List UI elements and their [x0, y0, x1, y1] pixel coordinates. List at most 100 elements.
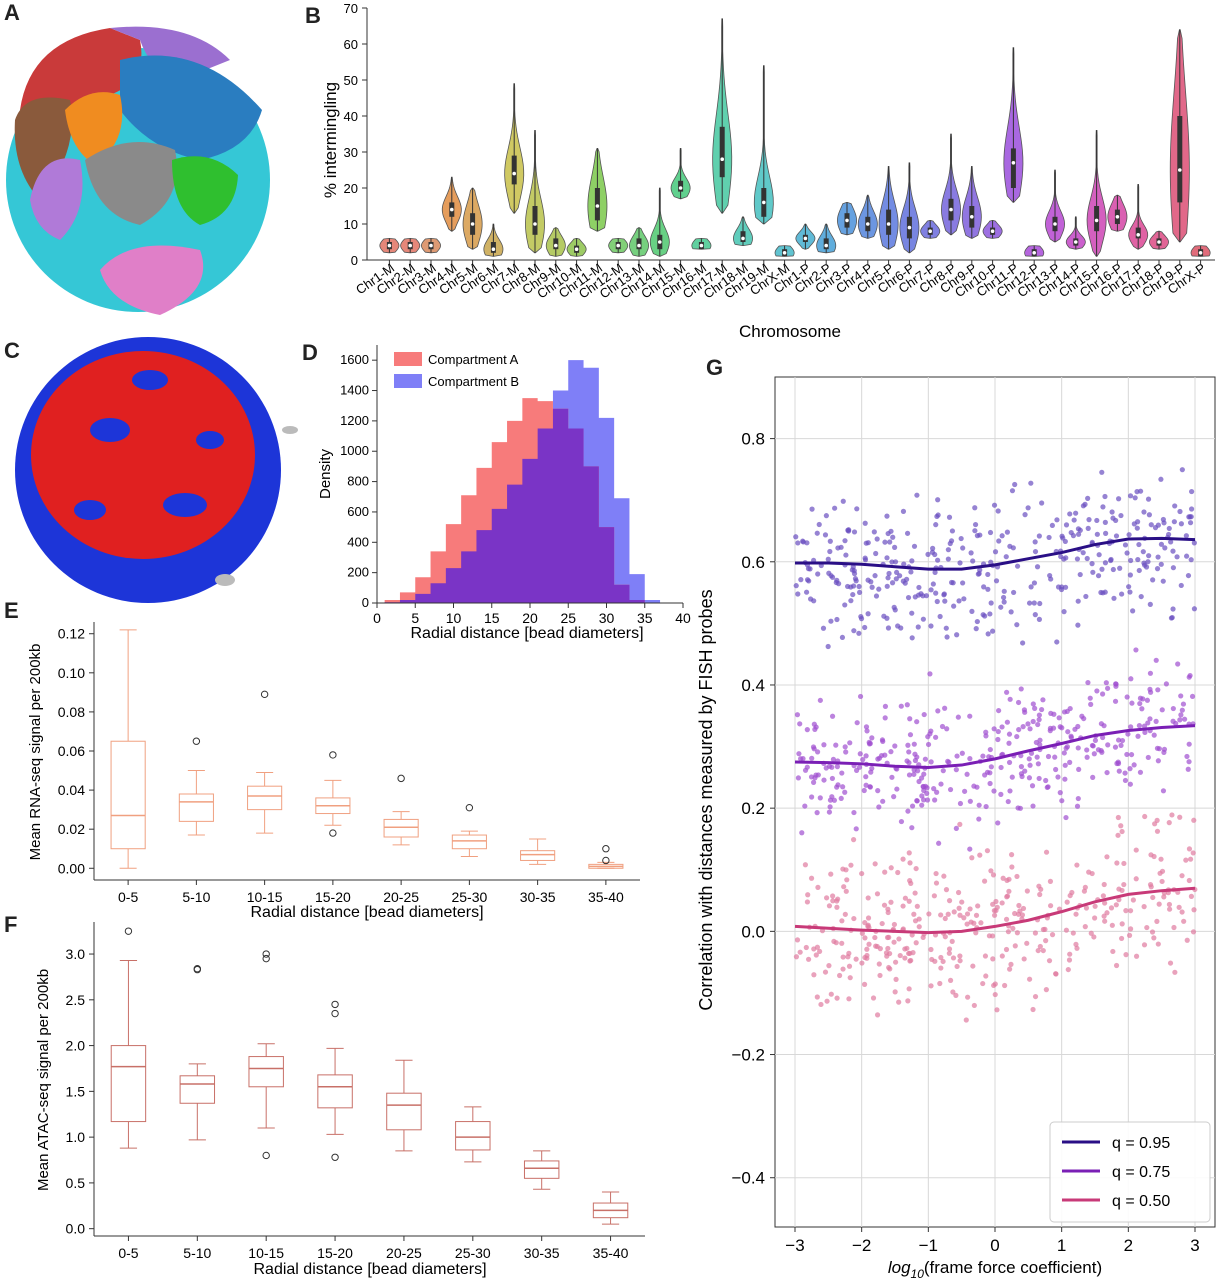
g-scatter-point [1030, 1006, 1036, 1013]
g-scatter-point [898, 703, 904, 709]
g-trend-line [794, 724, 1196, 770]
g-scatter-point [1094, 531, 1100, 537]
g-scatter-point [853, 956, 859, 962]
g-scatter-point [844, 877, 850, 883]
g-scatter-point [865, 895, 871, 901]
g-scatter-point [1137, 695, 1144, 701]
g-scatter-point [1137, 700, 1143, 707]
e-flier [329, 829, 337, 837]
g-scatter-point [991, 502, 998, 508]
g-scatter-point [1026, 600, 1033, 606]
g-scatter-point [1061, 750, 1067, 756]
g-scatter-point [851, 529, 858, 535]
g-scatter-point [946, 950, 952, 956]
g-scatter-point [1166, 901, 1173, 908]
g-scatter-point [916, 916, 922, 922]
f-y-tick-label: 3.0 [66, 946, 86, 962]
g-x-tick-label: 1 [1057, 1236, 1066, 1255]
g-scatter-point [1158, 541, 1165, 547]
g-scatter-point [1037, 737, 1043, 743]
g-scatter-point [1075, 531, 1082, 537]
g-scatter-point [829, 764, 835, 770]
b-violin-median [907, 225, 912, 230]
b-violin-median [782, 251, 787, 255]
g-scatter-point [881, 613, 887, 619]
g-scatter-point [1014, 733, 1020, 740]
g-scatter-point [830, 898, 836, 904]
g-scatter-point [999, 953, 1005, 959]
g-scatter-point [897, 952, 903, 959]
g-scatter-point [1101, 881, 1107, 888]
g-scatter-point [935, 497, 941, 503]
d-y-tick-label: 200 [347, 565, 369, 580]
g-scatter-point [935, 557, 941, 563]
g-scatter-point [1001, 588, 1007, 594]
g-scatter-point [930, 545, 936, 551]
g-scatter-point [885, 945, 891, 952]
g-scatter-point [834, 616, 840, 623]
g-scatter-point [890, 534, 896, 540]
g-scatter-point [794, 937, 801, 943]
g-scatter-point [1115, 737, 1122, 743]
f-flier [124, 927, 133, 935]
g-scatter-point [892, 959, 899, 965]
g-scatter-point [860, 757, 866, 763]
g-scatter-point [827, 538, 833, 544]
e-x-tick-label: 10-15 [247, 889, 283, 905]
g-scatter-point [1084, 747, 1090, 753]
g-scatter-point [1043, 777, 1049, 784]
g-scatter-point [1032, 548, 1039, 555]
g-scatter-point [814, 749, 821, 755]
g-scatter-point [909, 825, 915, 831]
g-scatter-point [864, 946, 870, 952]
g-scatter-point [932, 551, 938, 558]
g-scatter-point [938, 965, 944, 971]
b-violin-median [491, 247, 496, 251]
g-scatter-point [813, 952, 819, 958]
g-scatter-point [1030, 701, 1036, 707]
e-box [520, 850, 556, 861]
g-scatter-point [1190, 929, 1197, 935]
g-scatter-point [971, 1002, 977, 1009]
g-scatter-point [1133, 953, 1140, 959]
g-scatter-point [957, 953, 963, 959]
g-scatter-point [861, 787, 867, 794]
g-scatter-point [1096, 552, 1102, 558]
g-scatter-point [1124, 751, 1130, 758]
g-scatter-point [907, 860, 913, 866]
g-scatter-point [1130, 897, 1136, 903]
g-scatter-point [817, 795, 823, 801]
b-violin-median [762, 200, 766, 205]
g-scatter-point [992, 991, 998, 998]
b-violin-iqr [490, 242, 496, 253]
g-scatter-point [1070, 533, 1077, 539]
g-scatter-point [798, 577, 804, 583]
g-scatter-point [1142, 562, 1148, 568]
g-scatter-point [1088, 701, 1094, 707]
g-scatter-point [1102, 900, 1108, 906]
g-scatter-point [975, 903, 981, 909]
b-violin-median [741, 236, 745, 241]
b-violin-median [949, 207, 953, 212]
g-scatter-point [1009, 864, 1015, 870]
g-scatter-point [1183, 857, 1189, 863]
g-scatter-point [943, 887, 950, 893]
g-scatter-point [889, 774, 895, 780]
g-scatter-point [842, 602, 848, 608]
g-scatter-point [1113, 533, 1120, 539]
g-scatter-point [1179, 873, 1185, 879]
g-scatter-point [942, 915, 948, 922]
g-scatter-point [955, 714, 961, 720]
g-scatter-point [1071, 517, 1077, 523]
g-scatter-point [802, 767, 809, 773]
g-scatter-point [950, 955, 957, 961]
g-scatter-point [1036, 775, 1042, 782]
g-scatter-point [1014, 930, 1020, 936]
g-scatter-point [985, 586, 991, 592]
g-scatter-point [892, 989, 898, 995]
g-scatter-point [1177, 508, 1183, 515]
g-scatter-point [933, 734, 939, 740]
g-scatter-point [1162, 545, 1168, 551]
g-scatter-point [998, 764, 1004, 771]
g-scatter-point [1002, 982, 1008, 989]
